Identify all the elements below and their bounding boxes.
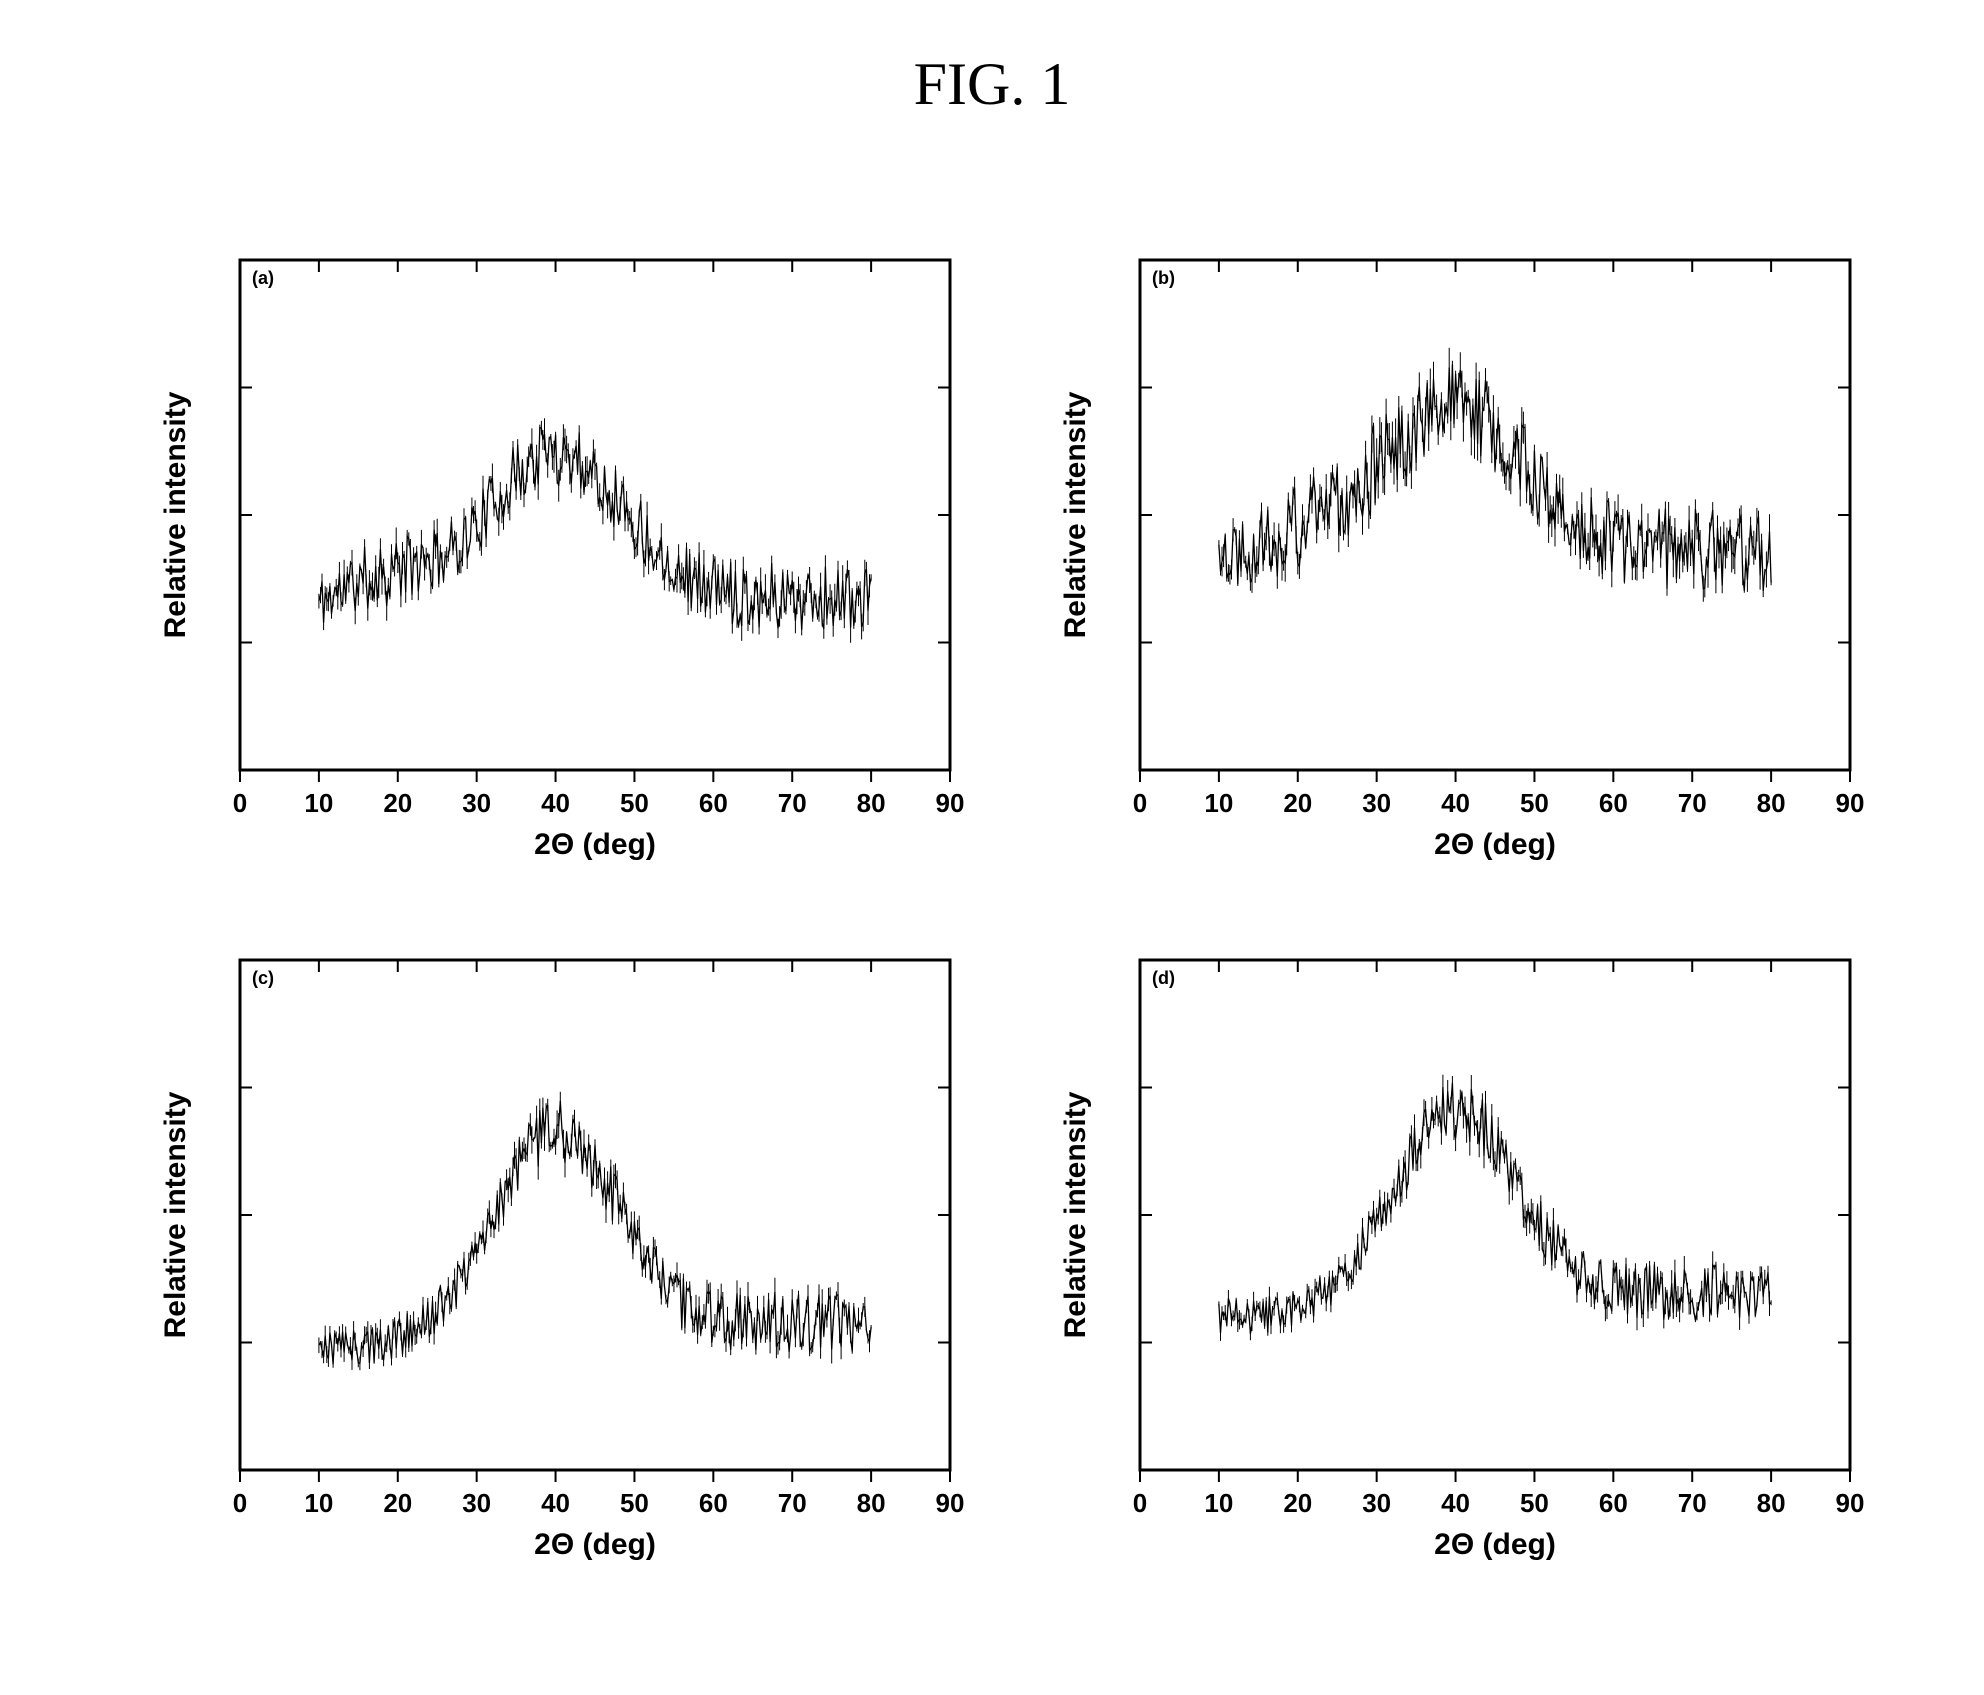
x-tick-label: 10 [304,788,333,818]
x-tick-label: 90 [936,788,965,818]
x-tick-label: 90 [936,1488,965,1518]
panel-d: 0 10 20 30 40 50 60 70 80 90 2Θ (deg) Relative inte… [1020,930,1880,1570]
plot-frame [1140,260,1850,770]
x-tick-label: 80 [857,1488,886,1518]
x-tick-label: 80 [1757,1488,1786,1518]
y-axis-label: Relative intensity [1059,1091,1092,1338]
plot-frame [240,960,950,1470]
x-tick-label: 70 [1678,788,1707,818]
panel-letter: (c) [252,968,274,988]
x-tick-label: 60 [1599,1488,1628,1518]
xrd-noise-hash [319,1092,871,1371]
x-tick-label: 90 [1836,788,1865,818]
x-axis-label: 2Θ (deg) [534,1528,656,1561]
panel-c: 0 10 20 30 40 50 60 70 80 90 2Θ (deg) Relative inte… [120,930,980,1570]
x-tick-label: 70 [1678,1488,1707,1518]
x-tick-label: 20 [1283,788,1312,818]
x-tick-label: 0 [233,788,247,818]
x-tick-label: 60 [699,1488,728,1518]
panel-letter: (b) [1152,268,1175,288]
x-tick-label: 30 [462,1488,491,1518]
x-tick-label: 10 [1204,1488,1233,1518]
page: FIG. 1 0 10 20 30 40 50 60 70 80 90 2Θ (deg) Relati… [0,0,1984,1695]
y-axis-label: Relative intensity [159,1091,192,1338]
xrd-trace [1219,364,1771,591]
x-tick-label: 50 [620,1488,649,1518]
panel-letter: (d) [1152,968,1175,988]
x-axis-label: 2Θ (deg) [1434,828,1556,861]
x-tick-label: 80 [1757,788,1786,818]
x-tick-label: 50 [1520,788,1549,818]
plot-frame [240,260,950,770]
x-tick-label: 90 [1836,1488,1865,1518]
x-tick-label: 0 [1133,788,1147,818]
x-tick-label: 10 [1204,788,1233,818]
x-axis-label: 2Θ (deg) [534,828,656,861]
y-axis-label: Relative intensity [159,391,192,638]
x-tick-label: 40 [541,788,570,818]
x-tick-label: 40 [541,1488,570,1518]
x-tick-label: 10 [304,1488,333,1518]
x-tick-label: 60 [1599,788,1628,818]
panel-a: 0 10 20 30 40 50 60 70 80 90 2Θ (deg) Relative inte… [120,230,980,870]
x-tick-label: 0 [233,1488,247,1518]
panel-grid: 0 10 20 30 40 50 60 70 80 90 2Θ (deg) Relative inte… [120,230,1880,1570]
x-tick-label: 30 [1362,788,1391,818]
xrd-trace [1219,1083,1771,1334]
x-axis-label: 2Θ (deg) [1434,1528,1556,1561]
figure-title: FIG. 1 [0,50,1984,119]
x-tick-label: 50 [620,788,649,818]
x-tick-label: 30 [462,788,491,818]
panel-letter: (a) [252,268,274,288]
x-tick-label: 70 [778,1488,807,1518]
xrd-noise-hash [319,418,871,643]
plot-frame [1140,960,1850,1470]
x-tick-label: 80 [857,788,886,818]
x-tick-label: 20 [383,788,412,818]
x-tick-label: 70 [778,788,807,818]
y-axis-label: Relative intensity [1059,391,1092,638]
x-tick-label: 60 [699,788,728,818]
x-tick-label: 20 [1283,1488,1312,1518]
x-tick-label: 0 [1133,1488,1147,1518]
x-tick-label: 20 [383,1488,412,1518]
x-tick-label: 30 [1362,1488,1391,1518]
x-tick-label: 40 [1441,788,1470,818]
x-tick-label: 50 [1520,1488,1549,1518]
x-tick-label: 40 [1441,1488,1470,1518]
panel-b: 0 10 20 30 40 50 60 70 80 90 2Θ (deg) Relative inte… [1020,230,1880,870]
